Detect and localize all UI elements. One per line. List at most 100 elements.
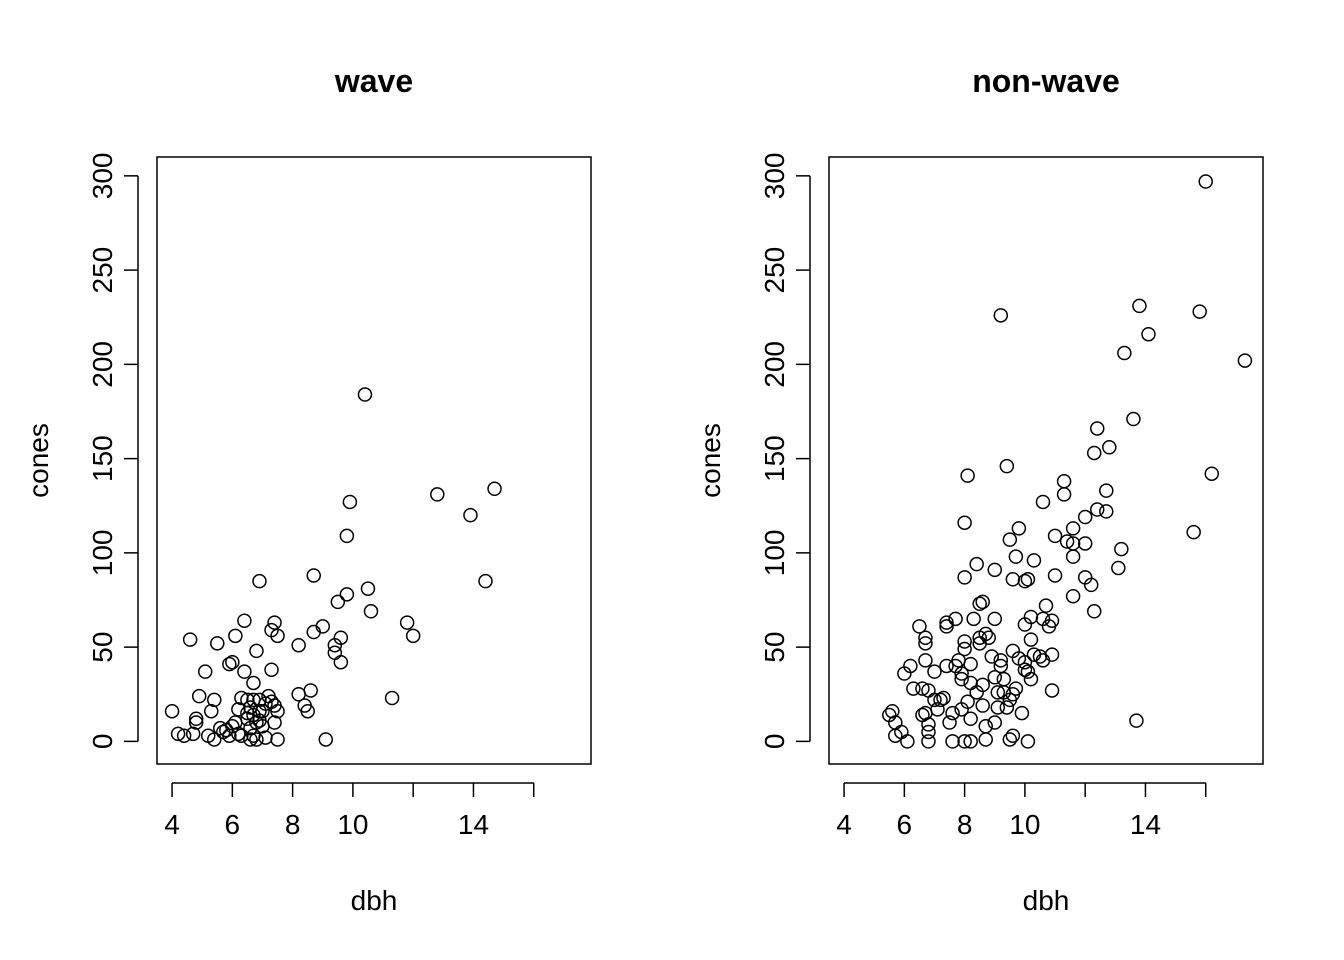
data-point bbox=[234, 728, 249, 743]
data-point bbox=[1065, 549, 1081, 564]
x-tick-label: 6 bbox=[225, 809, 241, 840]
data-point bbox=[942, 715, 957, 730]
data-point bbox=[237, 613, 252, 628]
data-point bbox=[957, 515, 972, 530]
data-point bbox=[945, 734, 960, 749]
y-tick-label: 200 bbox=[759, 341, 790, 388]
y-tick-label: 100 bbox=[87, 530, 118, 577]
data-point bbox=[270, 628, 285, 644]
x-tick-label: 10 bbox=[337, 809, 368, 840]
data-point bbox=[987, 670, 1003, 685]
data-point bbox=[170, 726, 186, 742]
data-point bbox=[1099, 504, 1114, 519]
data-point bbox=[1047, 528, 1063, 544]
data-point bbox=[1065, 588, 1081, 604]
y-tick-label: 0 bbox=[759, 734, 790, 750]
data-point bbox=[912, 619, 927, 634]
data-point bbox=[957, 641, 972, 657]
data-point bbox=[918, 653, 933, 668]
y-tick-label: 300 bbox=[87, 152, 118, 199]
y-tick-label: 50 bbox=[759, 632, 790, 663]
data-point bbox=[963, 734, 978, 749]
data-point bbox=[1065, 521, 1081, 536]
data-point bbox=[306, 568, 321, 583]
data-point bbox=[327, 645, 343, 661]
chart-title: wave bbox=[334, 63, 413, 99]
data-point bbox=[237, 664, 252, 679]
data-point bbox=[270, 732, 285, 747]
data-point bbox=[267, 615, 282, 630]
data-point bbox=[1129, 713, 1144, 728]
y-tick-label: 0 bbox=[87, 734, 118, 750]
data-point bbox=[930, 702, 945, 717]
data-point bbox=[1086, 445, 1102, 461]
data-point bbox=[270, 703, 285, 719]
data-point bbox=[939, 658, 954, 674]
data-point bbox=[1198, 174, 1213, 189]
data-point bbox=[249, 732, 264, 747]
data-point bbox=[954, 666, 969, 681]
data-point bbox=[430, 487, 445, 502]
data-point bbox=[318, 732, 334, 747]
chart-title: non-wave bbox=[972, 63, 1120, 99]
data-point bbox=[1099, 483, 1114, 498]
data-point bbox=[258, 730, 273, 745]
data-point bbox=[315, 619, 331, 634]
data-point bbox=[915, 681, 930, 696]
data-point bbox=[918, 636, 933, 651]
x-tick-label: 8 bbox=[285, 809, 301, 840]
data-point bbox=[975, 677, 990, 693]
data-point bbox=[1011, 521, 1027, 536]
y-axis-label: cones bbox=[23, 423, 54, 498]
data-point bbox=[330, 594, 346, 610]
y-tick-label: 150 bbox=[87, 435, 118, 482]
data-point bbox=[399, 615, 415, 630]
data-point bbox=[1077, 509, 1093, 525]
data-point bbox=[1141, 326, 1156, 342]
data-point bbox=[231, 726, 246, 742]
data-point bbox=[1002, 532, 1018, 547]
data-point bbox=[1186, 524, 1201, 540]
data-point bbox=[885, 703, 900, 719]
data-point bbox=[972, 596, 987, 612]
data-point bbox=[1023, 671, 1039, 687]
data-point bbox=[921, 734, 936, 749]
data-point bbox=[969, 556, 984, 572]
data-point bbox=[243, 732, 258, 747]
data-point bbox=[1089, 421, 1105, 436]
y-tick-label: 250 bbox=[759, 247, 790, 294]
data-point bbox=[207, 692, 222, 708]
data-point bbox=[291, 637, 306, 653]
data-point bbox=[384, 690, 400, 706]
data-point bbox=[954, 671, 969, 687]
data-point bbox=[363, 604, 379, 619]
data-point bbox=[999, 458, 1015, 474]
data-point bbox=[960, 694, 975, 710]
data-points bbox=[164, 387, 502, 747]
data-point bbox=[357, 387, 373, 402]
data-point bbox=[957, 634, 972, 649]
data-point bbox=[197, 664, 213, 679]
data-point bbox=[188, 711, 204, 727]
data-point bbox=[948, 611, 963, 627]
data-point bbox=[990, 700, 1006, 715]
y-tick-label: 300 bbox=[759, 152, 790, 199]
data-point bbox=[1047, 568, 1063, 583]
data-points bbox=[882, 174, 1253, 749]
data-point bbox=[1111, 560, 1126, 576]
data-point bbox=[903, 658, 918, 674]
data-point bbox=[1132, 298, 1147, 314]
data-point bbox=[267, 715, 282, 730]
data-point bbox=[993, 308, 1009, 323]
x-axis-label: dbh bbox=[351, 885, 398, 916]
data-point bbox=[303, 683, 318, 698]
data-point bbox=[191, 688, 207, 704]
data-point bbox=[987, 611, 1003, 627]
data-point bbox=[939, 615, 954, 630]
data-point bbox=[1008, 681, 1024, 696]
data-point bbox=[1083, 577, 1099, 593]
x-axis-label: dbh bbox=[1023, 885, 1070, 916]
data-point bbox=[360, 581, 376, 596]
data-point bbox=[1020, 664, 1036, 679]
data-point bbox=[222, 656, 237, 672]
